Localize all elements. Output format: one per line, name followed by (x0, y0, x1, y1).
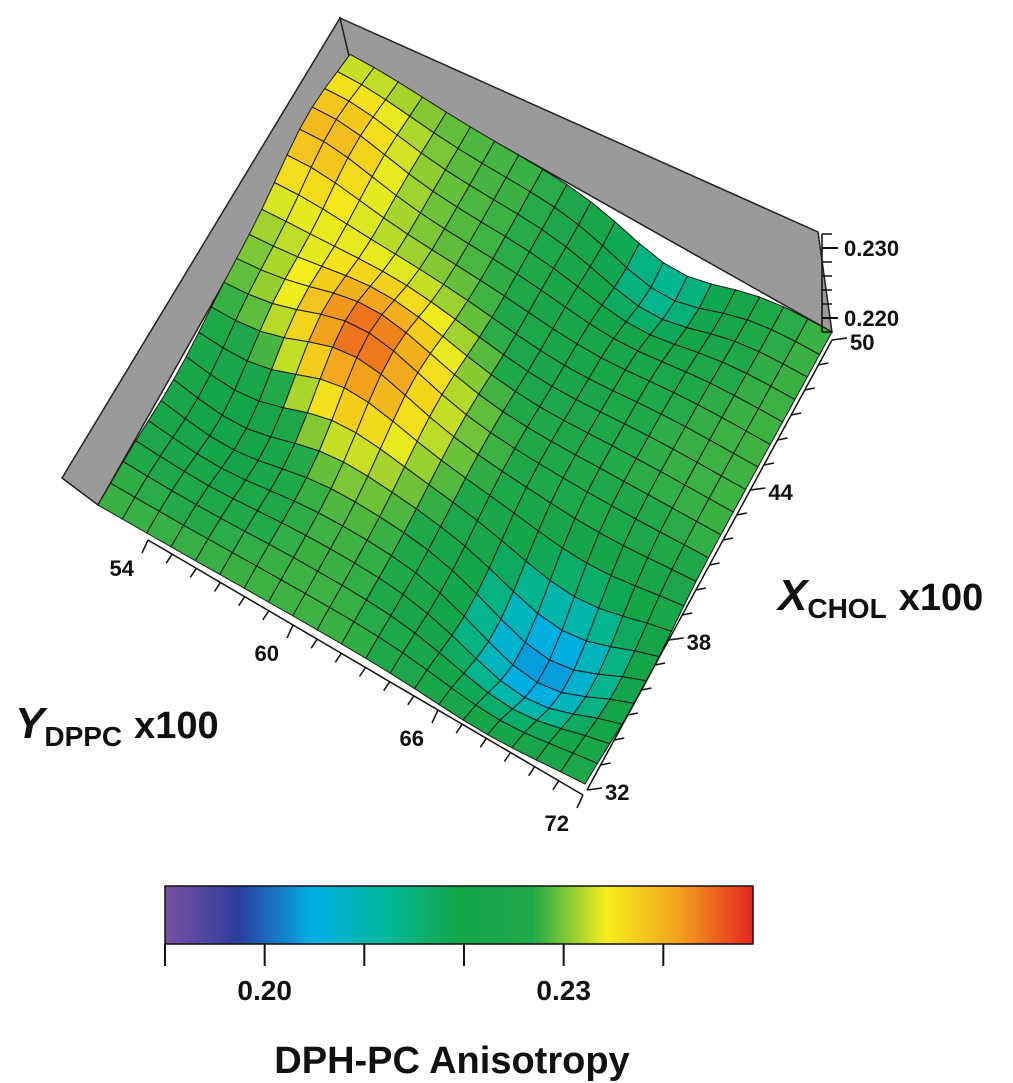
x-axis-tick (750, 487, 766, 491)
y-axis-tick (286, 624, 294, 639)
y-axis-tick (334, 652, 342, 663)
x-axis-tick-label: 38 (687, 630, 711, 655)
x-axis-tick (804, 387, 815, 391)
y-axis-tick (528, 766, 536, 777)
x-axis-tick (722, 537, 734, 541)
x-axis-tick (586, 787, 603, 791)
z-axis-tick-label: 0.220 (844, 306, 899, 331)
y-axis-tick (358, 667, 367, 677)
x-axis-tick-label: 50 (850, 330, 874, 355)
x-axis-tick (818, 362, 829, 366)
y-axis-tick (503, 752, 512, 762)
y-axis-tick-label: 66 (400, 726, 424, 751)
y-axis-tick (238, 596, 246, 607)
colorbar-strip (164, 885, 754, 945)
axis-labels: YDPPC x100 XCHOL x100 (15, 571, 983, 752)
y-axis-tick (407, 695, 415, 706)
y-axis-tick-label: 54 (110, 556, 135, 581)
x-axis-tick (668, 637, 684, 641)
x-axis-tick (831, 337, 848, 341)
x-axis-tick (654, 662, 666, 666)
x-axis-tick (791, 412, 802, 416)
y-axis-tick (189, 567, 197, 578)
x-axis-tick-label: 32 (605, 780, 629, 805)
colorbar-ticks: 0.20 0.23 (164, 944, 665, 1006)
x-axis-tick (600, 762, 611, 766)
y-axis-tick-label: 72 (545, 811, 569, 836)
axes: 54 60 66 72 32 38 44 500.220 0.230 (110, 233, 899, 836)
back-walls (61, 16, 833, 507)
surface-mesh (97, 53, 833, 785)
y-axis-tick (576, 794, 584, 809)
x-axis-tick (763, 462, 775, 466)
y-axis-tick (383, 681, 391, 692)
y-axis-tick (552, 780, 560, 791)
x-axis-tick (614, 737, 625, 741)
colorbar-tick-label: 0.23 (536, 975, 591, 1006)
x-axis-tick (627, 712, 638, 716)
x-axis-tick (682, 612, 693, 616)
y-axis-tick (431, 709, 439, 724)
x-axis-tick (709, 562, 720, 566)
y-axis-title: YDPPC x100 (15, 699, 219, 752)
y-axis-tick (479, 737, 487, 748)
y-axis-tick (262, 610, 270, 621)
x-axis-tick (695, 587, 707, 591)
colorbar-tick-label: 0.20 (237, 975, 292, 1006)
colorbar-title: DPH-PC Anisotropy (274, 1040, 629, 1082)
x-axis-tick (641, 687, 652, 691)
z-axis-tick-label: 0.230 (844, 236, 899, 261)
y-axis-tick (165, 553, 173, 564)
x-axis-tick-label: 44 (768, 480, 793, 505)
surface-cell (560, 752, 598, 785)
y-axis-tick (213, 582, 222, 592)
x-axis-title: XCHOL x100 (775, 571, 983, 624)
y-axis-tick (310, 638, 318, 649)
y-axis-tick-label: 60 (255, 641, 279, 666)
colorbar: 0.20 0.23 DPH-PC Anisotropy (164, 885, 754, 1082)
y-axis-tick (455, 723, 463, 734)
x-axis-tick (777, 437, 788, 441)
y-axis-tick (141, 539, 149, 554)
x-axis-tick (736, 512, 747, 516)
